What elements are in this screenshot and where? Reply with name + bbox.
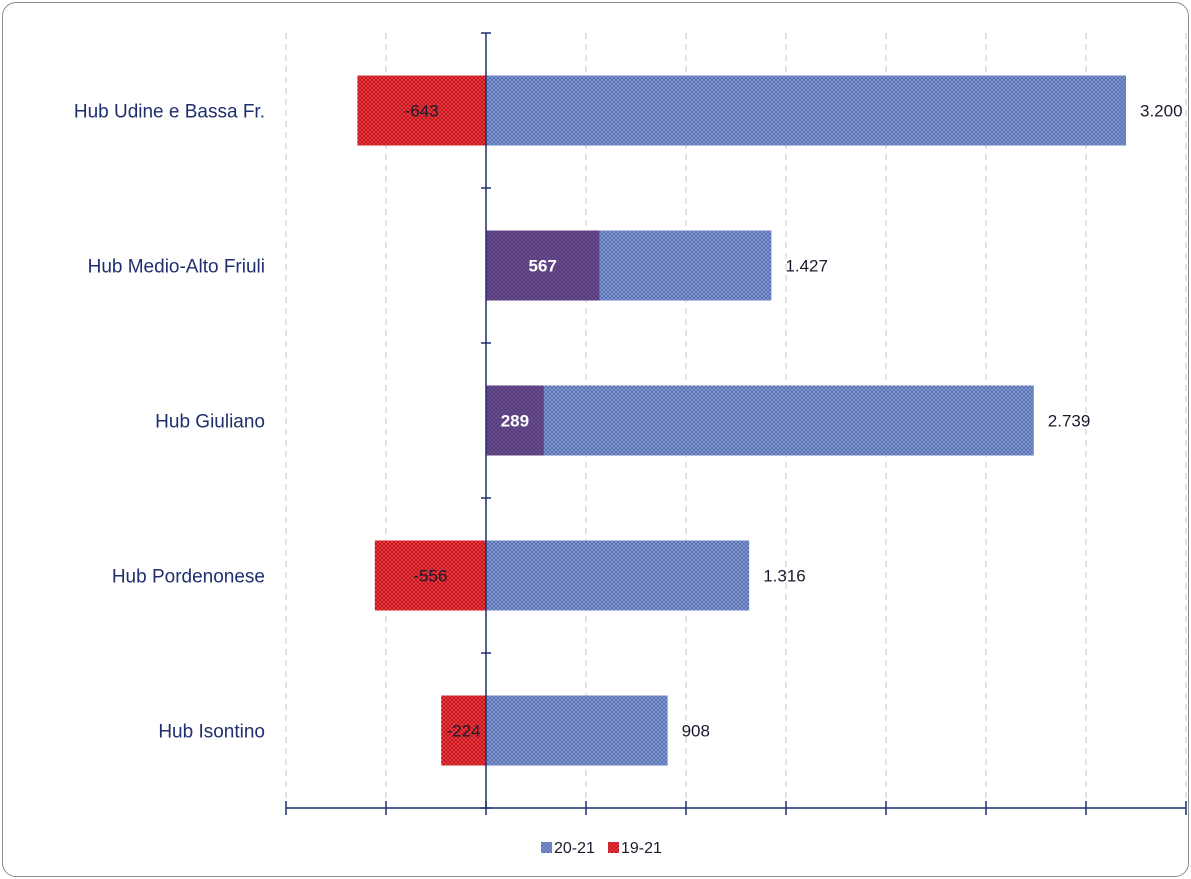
legend-label: 20-21 [554,840,595,857]
legend-swatch [608,842,619,853]
value-label-20-21: 908 [682,722,710,741]
bar-20-21 [486,75,1126,146]
value-label-20-21: 3.200 [1140,102,1183,121]
value-label-20-21: 2.739 [1048,412,1091,431]
value-label-20-21: 1.316 [763,567,806,586]
labels: Hub Udine e Bassa Fr. 3.200 -643 Hub Medio-… [74,102,1183,743]
bar-19-21 [357,75,486,146]
bar-20-21 [486,385,1034,456]
value-label-19-21: -556 [413,567,447,586]
bar-19-21 [441,695,486,766]
bar-19-21 [486,230,600,301]
legend-label: 19-21 [621,840,662,857]
category-label: Hub Medio-Alto Friuli [88,257,265,278]
value-label-20-21: 1.427 [785,257,828,276]
legend: 20-21 19-21 [541,840,662,857]
value-label-19-21: 289 [501,412,529,431]
category-label: Hub Isontino [158,722,265,743]
category-label: Hub Giuliano [155,412,265,433]
legend-swatch [541,842,552,853]
bars [357,75,1126,766]
bar-20-21 [486,540,750,611]
bar-chart: Hub Udine e Bassa Fr. 3.200 -643 Hub Medio-… [74,32,1187,857]
value-label-19-21: -643 [405,102,439,121]
value-label-19-21: 567 [529,257,557,276]
bar-19-21 [486,385,544,456]
category-label: Hub Pordenonese [112,567,265,588]
category-label: Hub Udine e Bassa Fr. [74,102,265,123]
axes [285,32,1187,815]
bar-20-21 [486,695,668,766]
bar-19-21 [374,540,486,611]
value-label-19-21: -224 [447,722,481,741]
